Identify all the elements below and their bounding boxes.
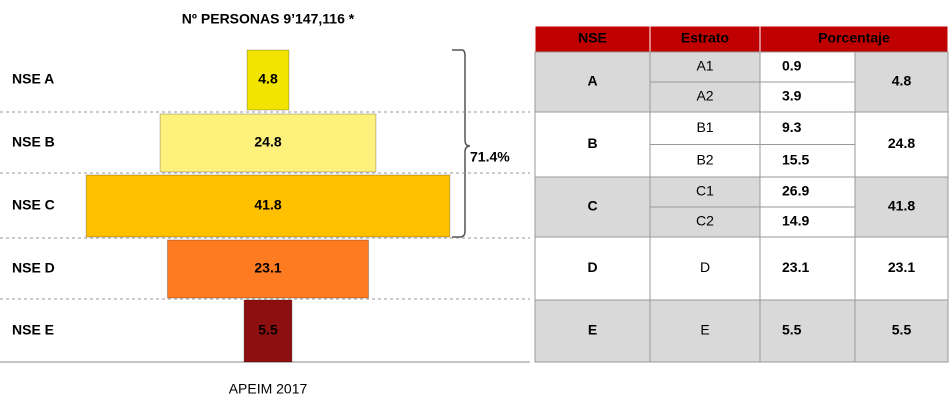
total-text: 23.1 xyxy=(888,259,915,275)
brace xyxy=(452,49,471,238)
pct-text: 23.1 xyxy=(782,259,809,275)
source: APEIM 2017 xyxy=(229,381,308,397)
total-text: 4.8 xyxy=(892,73,912,89)
total-text: 5.5 xyxy=(892,322,912,338)
value-label: 41.8 xyxy=(254,197,281,213)
strata-text: B2 xyxy=(696,151,713,167)
category-label: NSE E xyxy=(12,322,54,338)
chart-title: Nº PERSONAS 9’147,116 * xyxy=(182,11,355,27)
total-text: 41.8 xyxy=(888,198,915,214)
strata-cell xyxy=(649,206,761,238)
pct-cell xyxy=(759,299,856,363)
pct-cell xyxy=(759,81,856,113)
nse-text: C xyxy=(587,198,597,214)
pct-text: 3.9 xyxy=(782,88,802,104)
strata-text: C2 xyxy=(696,213,714,229)
strata-cell xyxy=(649,176,761,208)
header-text: Estrato xyxy=(681,30,729,46)
nse-cell xyxy=(534,176,651,238)
header-text: Porcentaje xyxy=(818,30,890,46)
pct-text: 5.5 xyxy=(782,322,802,338)
pct-text: 9.3 xyxy=(782,119,802,135)
strata-cell xyxy=(649,144,761,178)
nse-text: E xyxy=(588,322,597,338)
category-label: NSE A xyxy=(12,71,54,87)
bar xyxy=(243,299,293,363)
nse-text: D xyxy=(587,259,597,275)
strata-text: D xyxy=(700,259,710,275)
annotation: 71.4% xyxy=(470,149,510,165)
pct-cell xyxy=(759,144,856,178)
pct-cell xyxy=(759,206,856,238)
value-label: 4.8 xyxy=(258,71,278,87)
value-label: 5.5 xyxy=(258,322,278,338)
bar xyxy=(167,239,369,299)
header-cell xyxy=(649,25,761,53)
pct-text: 14.9 xyxy=(782,213,809,229)
value-label: 23.1 xyxy=(254,260,281,276)
pct-cell xyxy=(759,51,856,83)
nse-cell xyxy=(534,236,651,301)
pct-cell xyxy=(759,176,856,208)
value-label: 24.8 xyxy=(254,134,281,150)
strata-cell xyxy=(649,81,761,113)
header-cell xyxy=(534,25,651,53)
nse-cell xyxy=(534,51,651,113)
strata-cell xyxy=(649,51,761,83)
pct-text: 26.9 xyxy=(782,183,809,199)
header-text: NSE xyxy=(578,30,607,46)
strata-text: A1 xyxy=(696,58,713,74)
header-cell xyxy=(759,25,949,53)
nse-text: B xyxy=(587,135,597,151)
bar xyxy=(85,174,451,238)
total-cell xyxy=(854,111,949,178)
strata-text: A2 xyxy=(696,88,713,104)
category-label: NSE B xyxy=(12,134,55,150)
strata-text: E xyxy=(700,322,709,338)
pct-text: 0.9 xyxy=(782,58,802,74)
category-label: NSE C xyxy=(12,197,55,213)
strata-cell xyxy=(649,236,761,301)
pct-text: 15.5 xyxy=(782,151,809,167)
strata-cell xyxy=(649,111,761,145)
bar xyxy=(159,113,377,173)
pct-cell xyxy=(759,111,856,145)
bar xyxy=(246,49,290,111)
nse-text: A xyxy=(587,73,597,89)
total-text: 24.8 xyxy=(888,135,915,151)
strata-text: B1 xyxy=(696,119,713,135)
nse-cell xyxy=(534,111,651,178)
total-cell xyxy=(854,51,949,113)
nse-cell xyxy=(534,299,651,363)
category-label: NSE D xyxy=(12,260,55,276)
strata-text: C1 xyxy=(696,183,714,199)
